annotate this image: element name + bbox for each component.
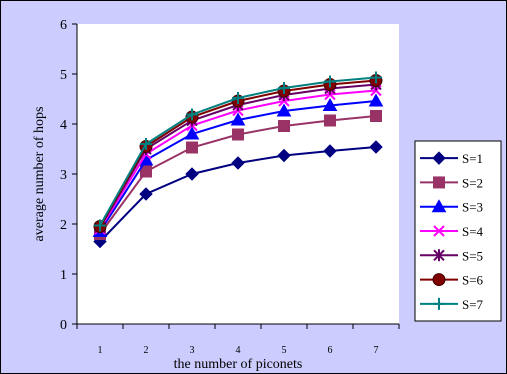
legend-marker — [431, 199, 447, 213]
axes: 0 1 2 3 4 5 6 1 2 3 4 5 6 7 — [60, 18, 400, 356]
data-point — [324, 75, 336, 88]
data-point — [323, 144, 337, 158]
y-tick-label: 4 — [60, 118, 67, 133]
data-point — [369, 140, 383, 154]
series-S=7 — [94, 71, 382, 232]
x-tick-label: 6 — [328, 345, 333, 356]
legend-marker — [433, 297, 445, 310]
y-axis-title: average number of hops — [32, 107, 47, 242]
data-point — [231, 156, 245, 170]
legend-item: S=7 — [420, 297, 484, 312]
data-point — [140, 138, 152, 150]
legend-marker — [432, 273, 446, 287]
x-tick-label: 4 — [236, 345, 241, 356]
data-point — [370, 71, 382, 84]
y-tick-label: 5 — [60, 68, 67, 83]
data-point — [232, 92, 244, 104]
data-point — [278, 120, 290, 132]
legend-label: S=4 — [462, 224, 484, 239]
y-tick-label: 1 — [60, 268, 67, 283]
x-tick-label: 3 — [190, 345, 195, 356]
data-point — [232, 128, 244, 141]
series-layer — [92, 71, 384, 249]
legend: S=1 S=2 S=3 S=4 S=5 S=6 S=7 — [414, 140, 502, 322]
plot-area — [77, 24, 399, 324]
data-point — [322, 97, 338, 111]
data-point — [277, 148, 291, 163]
data-point — [230, 112, 246, 126]
legend-item: S=3 — [420, 199, 483, 215]
legend-item: S=6 — [420, 273, 484, 288]
data-point — [186, 108, 198, 121]
y-tick-label: 6 — [60, 18, 67, 33]
legend-label: S=2 — [462, 175, 483, 190]
x-tick-label: 5 — [282, 345, 287, 356]
data-point — [139, 187, 153, 201]
x-axis-title: the number of piconets — [174, 357, 303, 372]
legend-item: S=5 — [420, 248, 483, 263]
legend-label: S=3 — [462, 200, 483, 215]
data-point — [324, 114, 336, 127]
legend-label: S=7 — [462, 297, 484, 312]
data-point — [276, 103, 292, 117]
legend-label: S=6 — [462, 273, 484, 288]
legend-marker — [433, 249, 445, 262]
data-point — [140, 165, 152, 178]
legend-item: S=2 — [420, 175, 483, 190]
data-point — [368, 93, 384, 107]
legend-marker — [433, 225, 445, 237]
legend-item: S=4 — [420, 224, 484, 239]
legend-item: S=1 — [420, 151, 483, 166]
series-S=1 — [93, 140, 383, 249]
y-tick-label: 3 — [60, 168, 67, 183]
y-tick-label: 2 — [60, 218, 67, 233]
x-tick-label: 7 — [374, 345, 379, 356]
y-tick-label: 0 — [60, 318, 67, 333]
data-point — [184, 126, 200, 140]
data-point — [186, 141, 198, 154]
data-point — [370, 110, 382, 122]
x-tick-label: 2 — [144, 345, 149, 356]
x-tick-label: 1 — [98, 345, 103, 356]
data-point — [94, 219, 106, 232]
legend-marker — [433, 176, 445, 189]
legend-label: S=5 — [462, 248, 483, 263]
legend-label: S=1 — [462, 151, 483, 166]
data-point — [185, 167, 199, 181]
legend-marker — [432, 151, 446, 165]
data-point — [278, 82, 290, 94]
